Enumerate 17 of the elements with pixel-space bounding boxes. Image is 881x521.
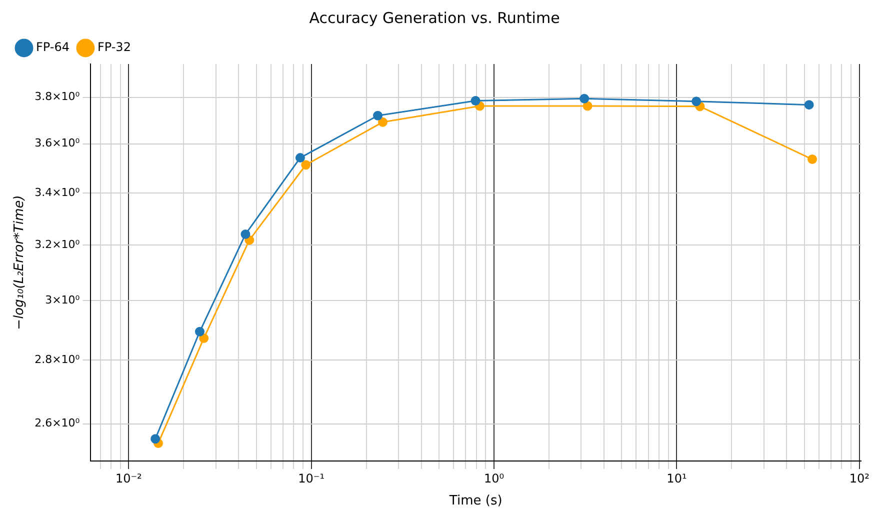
y-tick-label: 3.6×10⁰ bbox=[34, 136, 80, 150]
x-tick-label: 10⁻² bbox=[115, 471, 142, 486]
x-tick-label: 10⁻¹ bbox=[298, 471, 325, 486]
y-tick-label: 3.4×10⁰ bbox=[34, 186, 80, 199]
y-tick-label: 3.8×10⁰ bbox=[34, 90, 80, 104]
x-tick-label: 10² bbox=[849, 471, 870, 486]
y-tick-label: 2.8×10⁰ bbox=[34, 352, 80, 366]
x-tick-label: 10⁰ bbox=[484, 471, 504, 486]
y-tick-label: 2.6×10⁰ bbox=[34, 416, 80, 430]
y-tick-label: 3×10⁰ bbox=[45, 294, 80, 307]
y-axis-title: −log₁₀(L₂Error*Time) bbox=[12, 195, 28, 330]
x-tick-label: 10¹ bbox=[666, 471, 687, 486]
legend-label: FP-64 bbox=[36, 40, 70, 54]
x-axis-title: Time (s) bbox=[448, 494, 502, 509]
y-tick-label: 3.2×10⁰ bbox=[34, 238, 80, 252]
legend-label: FP-32 bbox=[97, 40, 131, 54]
chart-title: Accuracy Generation vs. Runtime bbox=[309, 8, 560, 27]
